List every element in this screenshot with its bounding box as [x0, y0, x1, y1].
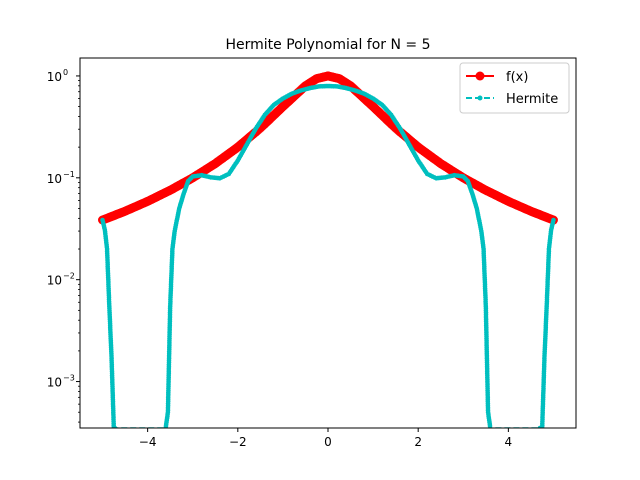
x-tick-label: −4: [139, 435, 157, 449]
y-tick-exponent: 0: [63, 68, 68, 77]
x-tick-label: 0: [324, 435, 332, 449]
legend-entry-hermite: Hermite: [466, 92, 558, 107]
y-tick-label: 10: [47, 172, 62, 186]
y-tick-label: 10: [47, 70, 62, 84]
legend-fx-marker: [475, 71, 485, 81]
series-hermite-marker: [112, 425, 118, 428]
x-tick-label: 4: [505, 435, 513, 449]
y-tick-exponent: −3: [63, 374, 75, 383]
x-tick-label: −2: [229, 435, 247, 449]
series-hermite-marker: [551, 217, 556, 223]
y-tick-exponent: −1: [63, 170, 75, 179]
legend-fx-label: f(x): [506, 70, 528, 85]
legend: f(x) Hermite: [459, 62, 570, 114]
legend-hermite-label: Hermite: [506, 92, 558, 107]
y-tick-label: 10: [47, 274, 62, 288]
x-tick-label: 2: [414, 435, 422, 449]
y-tick-exponent: −2: [63, 272, 75, 281]
legend-entry-fx: f(x): [466, 70, 528, 85]
series-hermite-marker: [487, 423, 493, 428]
plot-area: [98, 71, 558, 428]
x-axis-ticks: −4 −2 0 2 4: [139, 428, 512, 449]
y-tick-label: 10: [47, 376, 62, 390]
axes-frame: [79, 57, 577, 429]
chart-title: Hermite Polynomial for N = 5: [225, 37, 430, 53]
legend-hermite-marker: [477, 95, 483, 101]
